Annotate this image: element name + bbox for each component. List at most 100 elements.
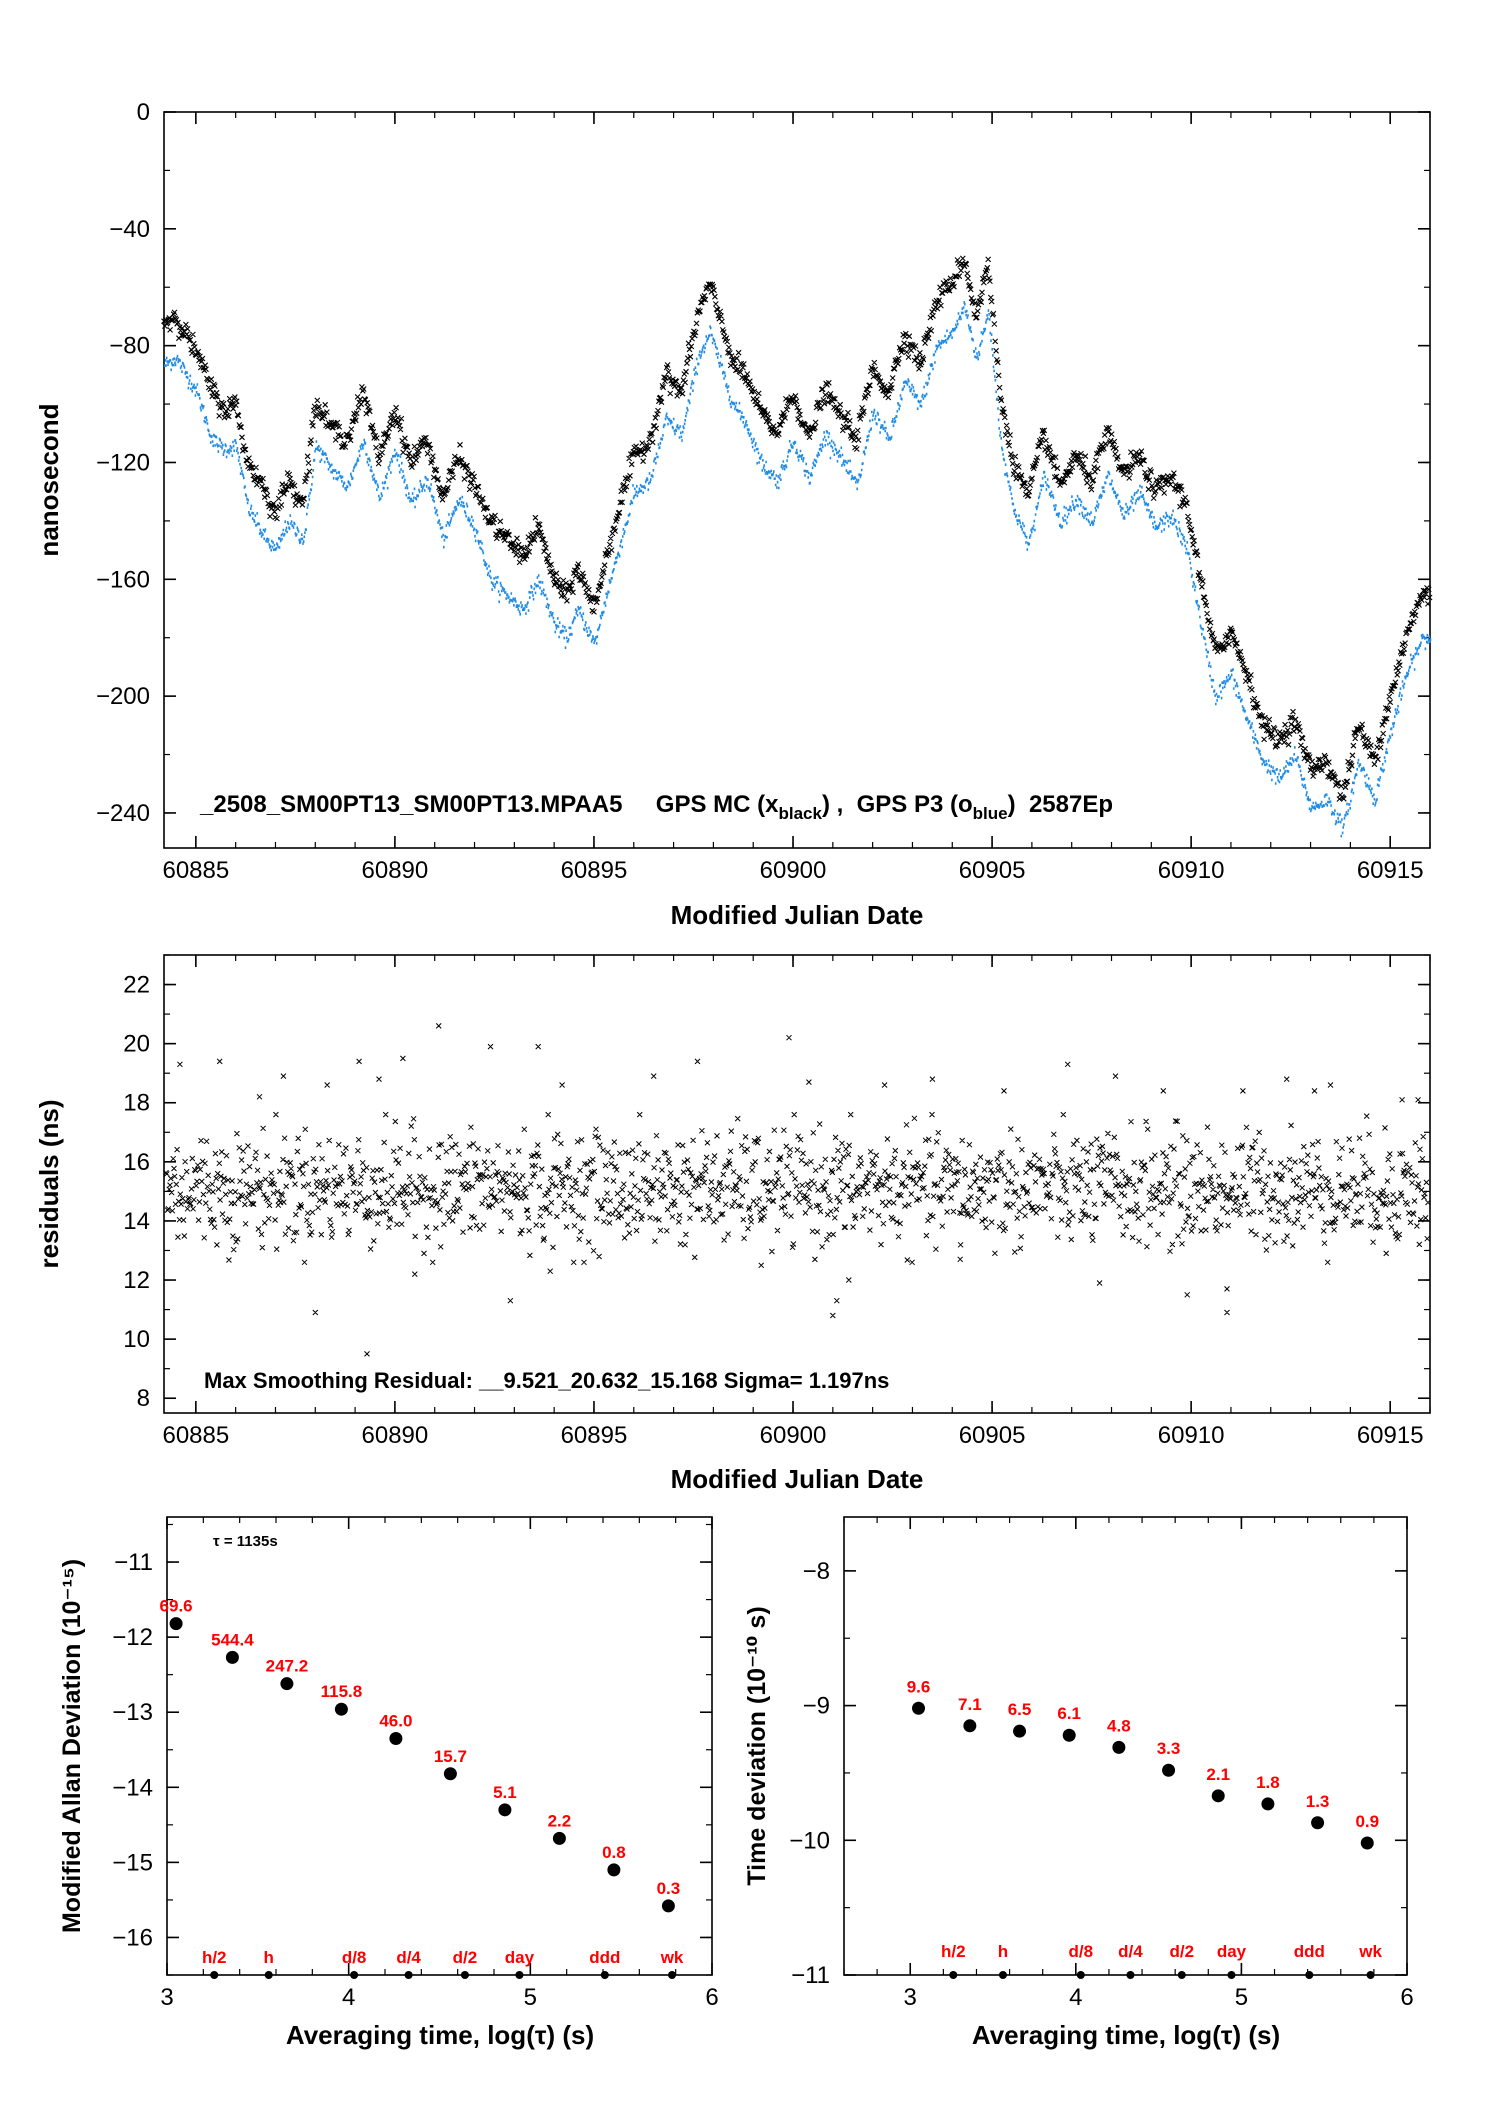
interval-marker-label: ddd — [1294, 1942, 1325, 1961]
point-value-label: 0.9 — [1355, 1812, 1379, 1831]
y-tick-label: −40 — [109, 216, 150, 243]
interval-marker — [600, 1971, 609, 1979]
x-tick-label: 5 — [524, 1984, 537, 2011]
axes: 60885 60890 60895 60900 60905 60910 60915 22 20 1… — [123, 954, 1431, 1449]
plot-frame — [163, 111, 1431, 849]
x-tick-label: 3 — [904, 1984, 917, 2011]
x-tick-label: 60910 — [1158, 1422, 1225, 1449]
point-value-label: 3.3 — [1157, 1739, 1181, 1758]
interval-marker — [264, 1971, 273, 1979]
modified-allan-deviation-panel: 3 4 5 6 −11 −12 −13 −14 −15 −16 69.6 544.4 247.2 115… — [58, 1516, 719, 2050]
y-tick-label: −8 — [803, 1558, 830, 1585]
interval-marker-label: d/8 — [1069, 1942, 1094, 1961]
deviation-point — [334, 1702, 348, 1716]
y-tick-label: 20 — [123, 1031, 150, 1058]
point-value-label: 0.3 — [657, 1879, 681, 1898]
annotation-text: ) 2587Ep — [1008, 791, 1113, 818]
data-layer: 9.6 7.1 6.5 6.1 4.8 3.3 2.1 1.8 1.3 0.9 h/2 h d/8 d/4… — [907, 1677, 1382, 1979]
x-axis-label: Averaging time, log(τ) (s) — [972, 2020, 1280, 2050]
smoothing-residual-annotation: Max Smoothing Residual: __9.521_20.632_1… — [204, 1368, 889, 1393]
y-tick-label: −80 — [109, 333, 150, 360]
x-tick-label: 4 — [342, 1984, 355, 2011]
x-tick-label: 60890 — [362, 1422, 429, 1449]
interval-marker — [668, 1971, 677, 1979]
plot-frame — [843, 1516, 1408, 1976]
black-series-points — [161, 255, 1433, 802]
deviation-point — [1062, 1728, 1076, 1742]
y-tick-label: 8 — [137, 1385, 150, 1412]
interval-marker — [515, 1971, 524, 1979]
deviation-point — [661, 1899, 675, 1913]
y-tick-label: −120 — [96, 449, 150, 476]
interval-marker — [1177, 1971, 1186, 1979]
deviation-point — [443, 1767, 457, 1781]
blue-series-points — [164, 301, 1432, 838]
y-tick-label: −10 — [789, 1827, 830, 1854]
x-tick-label: 60895 — [561, 1422, 628, 1449]
deviation-point — [169, 1617, 183, 1631]
y-tick-label: −240 — [96, 800, 150, 827]
interval-marker-label: h — [264, 1948, 274, 1967]
x-tick-label: 6 — [1400, 1984, 1413, 2011]
interval-marker — [1076, 1971, 1085, 1979]
y-axis-label: nanosecond — [34, 403, 64, 556]
deviation-point — [1360, 1836, 1374, 1850]
interval-marker — [998, 1971, 1007, 1979]
deviation-point — [912, 1701, 926, 1715]
point-value-label: 247.2 — [266, 1657, 309, 1676]
y-tick-label: −11 — [791, 1962, 830, 1989]
interval-marker-label: ddd — [589, 1948, 620, 1967]
y-tick-label: 12 — [123, 1267, 150, 1294]
interval-marker-label: wk — [660, 1948, 684, 1967]
plot-frame — [166, 1516, 713, 1976]
interval-marker — [949, 1971, 958, 1979]
interval-marker-label: day — [1217, 1942, 1247, 1961]
x-tick-label: 60900 — [760, 857, 827, 884]
interval-marker — [210, 1971, 219, 1979]
axes: 3 4 5 6 −11 −12 −13 −14 −15 −16 — [112, 1517, 719, 2011]
point-value-label: 4.8 — [1107, 1716, 1131, 1735]
x-tick-label: 4 — [1069, 1984, 1082, 2011]
interval-marker — [350, 1971, 359, 1979]
interval-marker — [1366, 1971, 1375, 1979]
interval-marker-label: d/4 — [1118, 1942, 1143, 1961]
point-value-label: 6.5 — [1008, 1700, 1032, 1719]
point-value-label: 2.2 — [548, 1811, 572, 1830]
interval-marker-label: h — [998, 1942, 1008, 1961]
annotation-text: ) , GPS P3 (o — [822, 791, 973, 818]
data-layer — [161, 255, 1433, 838]
annotation-subscript: black — [778, 804, 822, 823]
annotation-text: _2508_SM00PT13_SM00PT13.MPAA5 GPS MC (x — [199, 791, 779, 818]
y-tick-label: 16 — [123, 1149, 150, 1176]
y-tick-label: 14 — [123, 1208, 150, 1235]
interval-marker — [404, 1971, 413, 1979]
data-layer — [163, 1023, 1431, 1357]
y-tick-label: 18 — [123, 1090, 150, 1117]
y-tick-label: −13 — [112, 1699, 153, 1726]
deviation-point — [963, 1719, 977, 1733]
interval-marker-label: day — [505, 1948, 535, 1967]
point-value-label: 6.1 — [1057, 1704, 1081, 1723]
point-value-label: 1.3 — [1306, 1792, 1330, 1811]
y-tick-label: 0 — [137, 99, 150, 126]
x-axis-label: Modified Julian Date — [671, 1464, 924, 1494]
annotation-subscript: blue — [973, 804, 1008, 823]
y-tick-label: −12 — [112, 1624, 153, 1651]
x-tick-label: 60885 — [162, 857, 229, 884]
deviation-point — [1261, 1797, 1275, 1811]
point-value-label: 9.6 — [907, 1677, 931, 1696]
y-tick-label: 22 — [123, 972, 150, 999]
x-tick-label: 3 — [160, 1984, 173, 2011]
interval-marker-label: wk — [1358, 1942, 1382, 1961]
residuals-panel: 60885 60890 60895 60900 60905 60910 60915 22 20 1… — [34, 954, 1431, 1494]
series-annotation: _2508_SM00PT13_SM00PT13.MPAA5 GPS MC (xb… — [199, 791, 1113, 823]
y-tick-label: −160 — [96, 566, 150, 593]
y-axis-label: Time deviation (10⁻¹⁰ s) — [743, 1606, 771, 1885]
interval-marker-label: d/2 — [453, 1948, 478, 1967]
time-deviation-panel: 3 4 5 6 −8 −9 −10 −11 9.6 7.1 6.5 6.1 4.8 3.3 2.1 1.8 1… — [743, 1516, 1414, 2050]
point-value-label: 15.7 — [434, 1747, 467, 1766]
point-value-label: 2.1 — [1206, 1765, 1230, 1784]
deviation-point — [607, 1863, 621, 1877]
point-value-label: 5.1 — [493, 1783, 517, 1802]
